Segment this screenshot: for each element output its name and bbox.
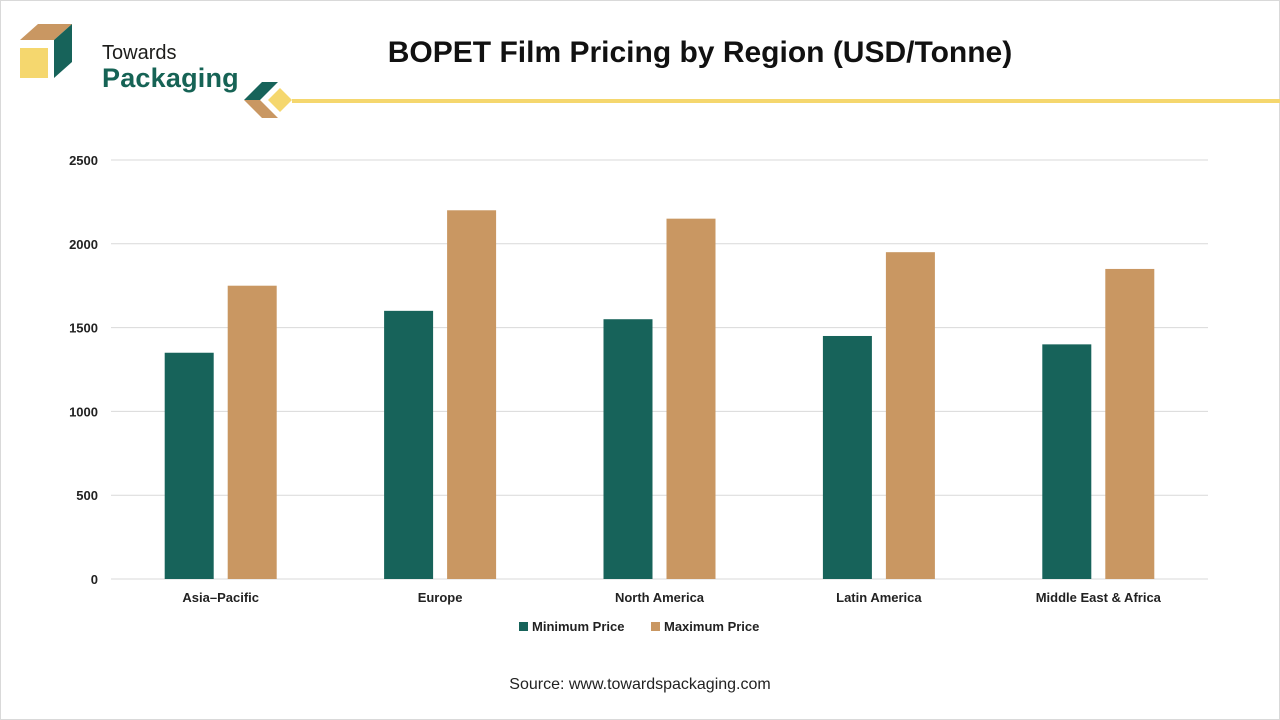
legend-label-maximum: Maximum Price <box>664 619 759 634</box>
bar-maximum-price <box>447 210 497 579</box>
title-divider <box>244 82 1280 118</box>
x-tick-label: Middle East & Africa <box>1036 590 1162 605</box>
x-tick-label: Europe <box>418 590 463 605</box>
legend-swatch-minimum <box>519 622 528 631</box>
brand-logo: Towards Packaging <box>18 20 248 93</box>
y-tick-label: 1500 <box>69 321 98 336</box>
y-tick-label: 2000 <box>69 237 98 252</box>
x-tick-label: Asia–Pacific <box>182 590 259 605</box>
bar-maximum-price <box>227 285 277 579</box>
y-tick-label: 500 <box>76 488 98 503</box>
bar-minimum-price <box>1042 344 1092 579</box>
legend-swatch-maximum <box>651 622 660 631</box>
bar-maximum-price <box>666 218 716 579</box>
bar-minimum-price <box>603 319 653 579</box>
bar-maximum-price <box>885 252 935 579</box>
bar-minimum-price <box>164 352 214 579</box>
source-note: Source: www.towardspackaging.com <box>509 676 771 693</box>
chart-title: BOPET Film Pricing by Region (USD/Tonne) <box>387 36 1013 69</box>
y-tick-label: 0 <box>91 572 98 587</box>
bar-maximum-price <box>1105 268 1155 579</box>
x-tick-label: Latin America <box>836 590 922 605</box>
y-tick-label: 2500 <box>69 153 98 168</box>
bar-minimum-price <box>822 335 872 579</box>
y-tick-label: 1000 <box>69 404 98 419</box>
logo-box-icon <box>20 24 72 78</box>
bar-minimum-price <box>384 310 434 579</box>
logo-text-towards: Towards <box>102 42 177 64</box>
legend-label-minimum: Minimum Price <box>532 619 624 634</box>
x-tick-label: North America <box>615 590 705 605</box>
logo-text-packaging: Packaging <box>102 63 239 93</box>
